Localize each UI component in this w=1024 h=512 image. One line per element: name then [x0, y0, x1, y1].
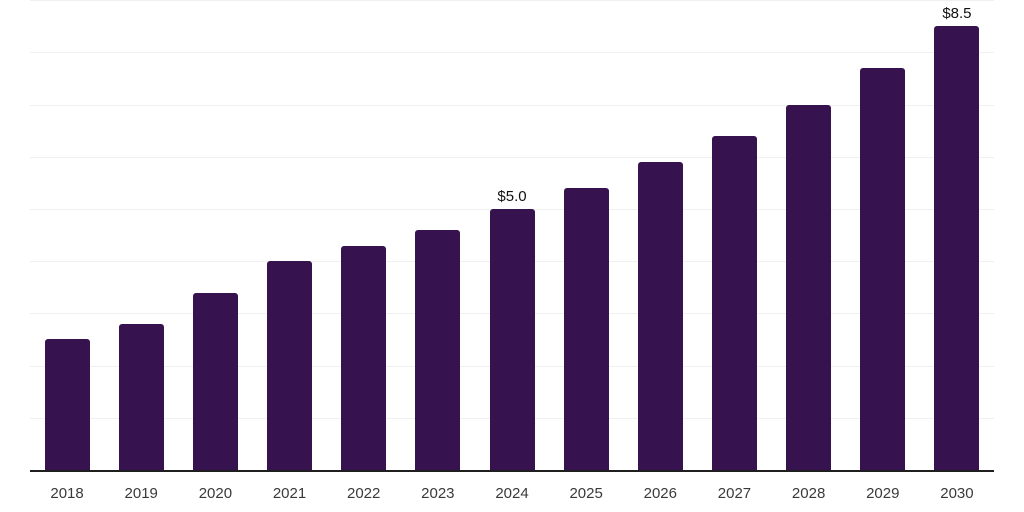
bar-2025: [564, 188, 609, 470]
gridline-7: [30, 105, 994, 106]
gridline-8: [30, 52, 994, 53]
x-tick-label-2019: 2019: [124, 485, 158, 502]
gridline-6: [30, 157, 994, 158]
gridline-9: [30, 0, 994, 1]
bar-2018: [45, 339, 90, 470]
bar-2026: [638, 162, 683, 470]
bar-2020: [193, 293, 238, 470]
x-tick-label-2018: 2018: [50, 485, 84, 502]
bar-2028: [786, 105, 831, 470]
bar-2030: [934, 26, 979, 470]
bar-2019: [119, 324, 164, 470]
x-tick-label-2029: 2029: [866, 485, 900, 502]
bar-2023: [415, 230, 460, 470]
x-tick-label-2026: 2026: [643, 485, 677, 502]
x-tick-label-2021: 2021: [272, 485, 307, 502]
x-tick-label-2020: 2020: [198, 485, 233, 502]
bar-2027: [712, 136, 757, 470]
x-tick-label-2022: 2022: [347, 485, 381, 502]
x-tick-label-2028: 2028: [791, 485, 826, 502]
bar-2022: [341, 246, 386, 470]
bar-2024: [490, 209, 535, 470]
x-tick-label-2023: 2023: [421, 485, 455, 502]
x-tick-label-2025: 2025: [569, 485, 603, 502]
x-tick-label-2030: 2030: [940, 485, 974, 502]
x-tick-label-2024: 2024: [495, 485, 529, 502]
bar-2029: [860, 68, 905, 470]
x-axis-line: [30, 470, 994, 472]
bar-value-label-2030: $8.5: [942, 5, 972, 22]
bar-value-label-2024: $5.0: [497, 188, 527, 205]
bar-2021: [267, 261, 312, 470]
x-tick-label-2027: 2027: [717, 485, 752, 502]
